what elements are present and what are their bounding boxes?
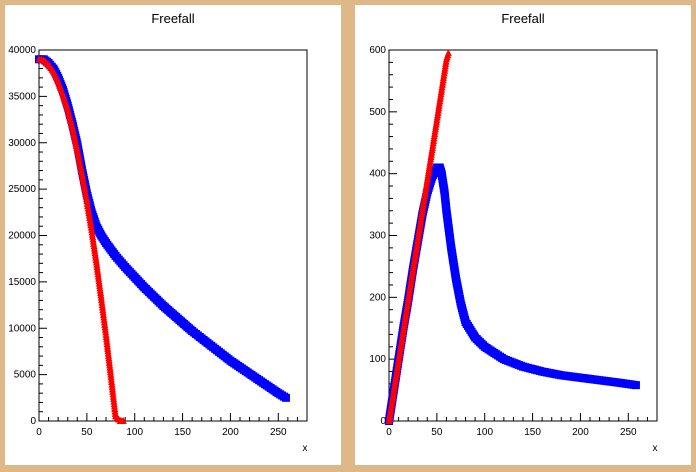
right-series-1	[385, 49, 452, 424]
left-chart-panel: Freefall 0 5000 10000 15000 20000 25000 30000 3…	[5, 5, 341, 465]
left-series-0	[35, 55, 290, 402]
left-x-tick-label: 200	[222, 427, 239, 438]
right-chart-panel: Freefall 0 100 200 300 400 500 600 0 50 100 150 200…	[355, 5, 691, 465]
left-y-tick-label: 5000	[14, 370, 37, 381]
right-x-tick-label: 250	[620, 427, 637, 438]
right-x-tick-label: 150	[524, 427, 541, 438]
right-chart-title: Freefall	[501, 11, 545, 26]
left-x-tick-label: 50	[81, 427, 93, 438]
right-y-tick-label: 300	[369, 231, 386, 242]
left-y-tick-label: 35000	[8, 91, 36, 102]
left-y-tick-label: 10000	[8, 323, 36, 334]
right-chart-svg: 0 100 200 300 400 500 600 0 50 100 150 200 250 x	[369, 45, 658, 454]
right-y-tick-label: 500	[369, 107, 386, 118]
left-series-1	[35, 55, 127, 424]
right-x-tick-label: 50	[431, 427, 443, 438]
left-plot-frame	[38, 49, 308, 422]
left-y-tick-label: 20000	[8, 231, 36, 242]
right-square-point	[631, 381, 640, 390]
right-y-tick-label: 400	[369, 169, 386, 180]
left-x-tick-label: 0	[36, 427, 42, 438]
left-y-tick-label: 30000	[8, 138, 36, 149]
left-chart-svg: 0 5000 10000 15000 20000 25000 30000 35000 40000…	[8, 45, 308, 454]
left-y-tick-label: 40000	[8, 45, 36, 56]
left-triangle-point	[119, 417, 127, 424]
left-y-tick-label: 15000	[8, 277, 36, 288]
right-y-tick-label: 100	[369, 354, 386, 365]
left-x-tick-label: 250	[270, 427, 287, 438]
left-x-axis-label: x	[303, 443, 308, 454]
left-x-tick-label: 100	[126, 427, 143, 438]
right-y-tick-label: 0	[380, 416, 386, 427]
right-x-tick-label: 100	[476, 427, 493, 438]
right-x-tick-label: 200	[572, 427, 589, 438]
left-y-tick-label: 0	[30, 416, 36, 427]
right-triangle-point	[444, 49, 452, 57]
right-x-tick-label: 0	[386, 427, 392, 438]
right-y-tick-label: 200	[369, 292, 386, 303]
left-y-tick-label: 25000	[8, 184, 36, 195]
left-chart-title: Freefall	[151, 11, 195, 26]
right-x-axis-label: x	[653, 443, 658, 454]
right-y-tick-label: 600	[369, 45, 386, 56]
left-square-point	[281, 393, 290, 402]
left-x-tick-label: 150	[174, 427, 191, 438]
